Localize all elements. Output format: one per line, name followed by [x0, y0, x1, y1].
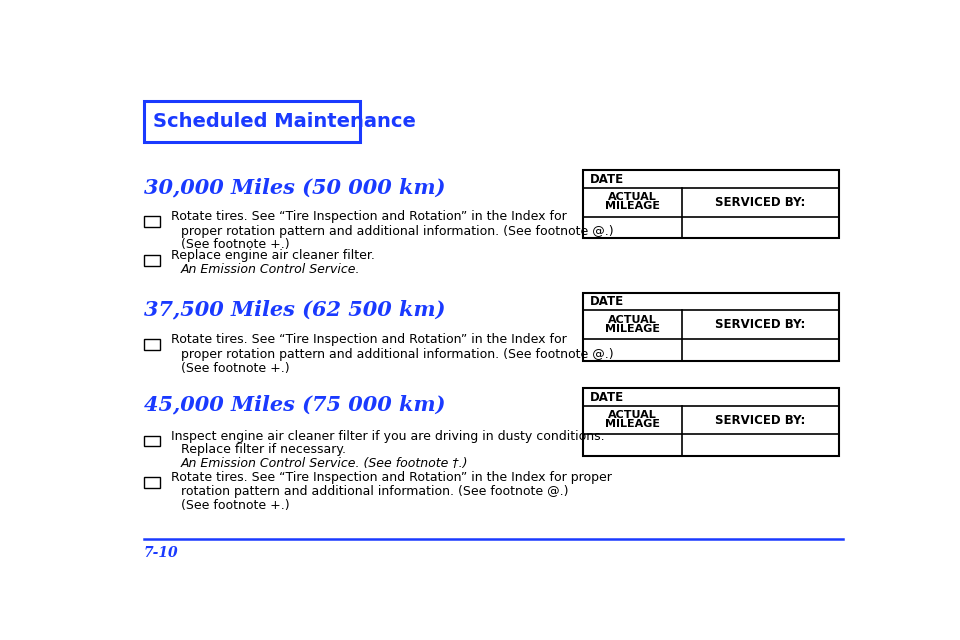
Text: 30,000 Miles (50 000 km): 30,000 Miles (50 000 km) — [144, 177, 445, 197]
Text: SERVICED BY:: SERVICED BY: — [715, 318, 805, 331]
Text: proper rotation pattern and additional information. (See footnote @.): proper rotation pattern and additional i… — [181, 225, 613, 237]
Bar — [144, 255, 160, 266]
Text: Replace filter if necessary.: Replace filter if necessary. — [181, 444, 346, 456]
Bar — [583, 292, 839, 361]
Text: DATE: DATE — [590, 173, 624, 186]
Text: DATE: DATE — [590, 390, 624, 404]
Text: Replace engine air cleaner filter.: Replace engine air cleaner filter. — [171, 249, 374, 262]
Bar — [144, 436, 160, 447]
Text: (See footnote +.): (See footnote +.) — [181, 499, 290, 511]
Text: proper rotation pattern and additional information. (See footnote @.): proper rotation pattern and additional i… — [181, 348, 613, 361]
Text: 45,000 Miles (75 000 km): 45,000 Miles (75 000 km) — [144, 395, 445, 415]
Bar — [144, 339, 160, 350]
Text: An Emission Control Service. (See footnote †.): An Emission Control Service. (See footno… — [181, 457, 468, 470]
Text: 37,500 Miles (62 500 km): 37,500 Miles (62 500 km) — [144, 300, 445, 319]
Bar — [144, 216, 160, 227]
Text: Inspect engine air cleaner filter if you are driving in dusty conditions.: Inspect engine air cleaner filter if you… — [171, 429, 604, 443]
Text: ACTUAL: ACTUAL — [608, 410, 657, 420]
Text: An Emission Control Service.: An Emission Control Service. — [181, 263, 361, 276]
Text: (See footnote +.): (See footnote +.) — [181, 239, 290, 252]
Text: ACTUAL: ACTUAL — [608, 193, 657, 202]
Text: ACTUAL: ACTUAL — [608, 315, 657, 324]
Text: 7-10: 7-10 — [144, 546, 179, 560]
Text: Rotate tires. See “Tire Inspection and Rotation” in the Index for: Rotate tires. See “Tire Inspection and R… — [171, 333, 566, 346]
Text: rotation pattern and additional information. (See footnote @.): rotation pattern and additional informat… — [181, 485, 568, 498]
Text: MILEAGE: MILEAGE — [605, 419, 660, 429]
Text: SERVICED BY:: SERVICED BY: — [715, 413, 805, 427]
Text: MILEAGE: MILEAGE — [605, 202, 660, 211]
Text: Rotate tires. See “Tire Inspection and Rotation” in the Index for: Rotate tires. See “Tire Inspection and R… — [171, 210, 566, 223]
Text: (See footnote +.): (See footnote +.) — [181, 362, 290, 374]
Bar — [583, 170, 839, 239]
Text: Rotate tires. See “Tire Inspection and Rotation” in the Index for proper: Rotate tires. See “Tire Inspection and R… — [171, 471, 612, 484]
Text: DATE: DATE — [590, 295, 624, 308]
Text: MILEAGE: MILEAGE — [605, 324, 660, 333]
Text: Scheduled Maintenance: Scheduled Maintenance — [153, 112, 416, 131]
Bar — [583, 388, 839, 456]
Text: SERVICED BY:: SERVICED BY: — [715, 196, 805, 209]
Bar — [144, 477, 160, 488]
Bar — [144, 101, 360, 142]
